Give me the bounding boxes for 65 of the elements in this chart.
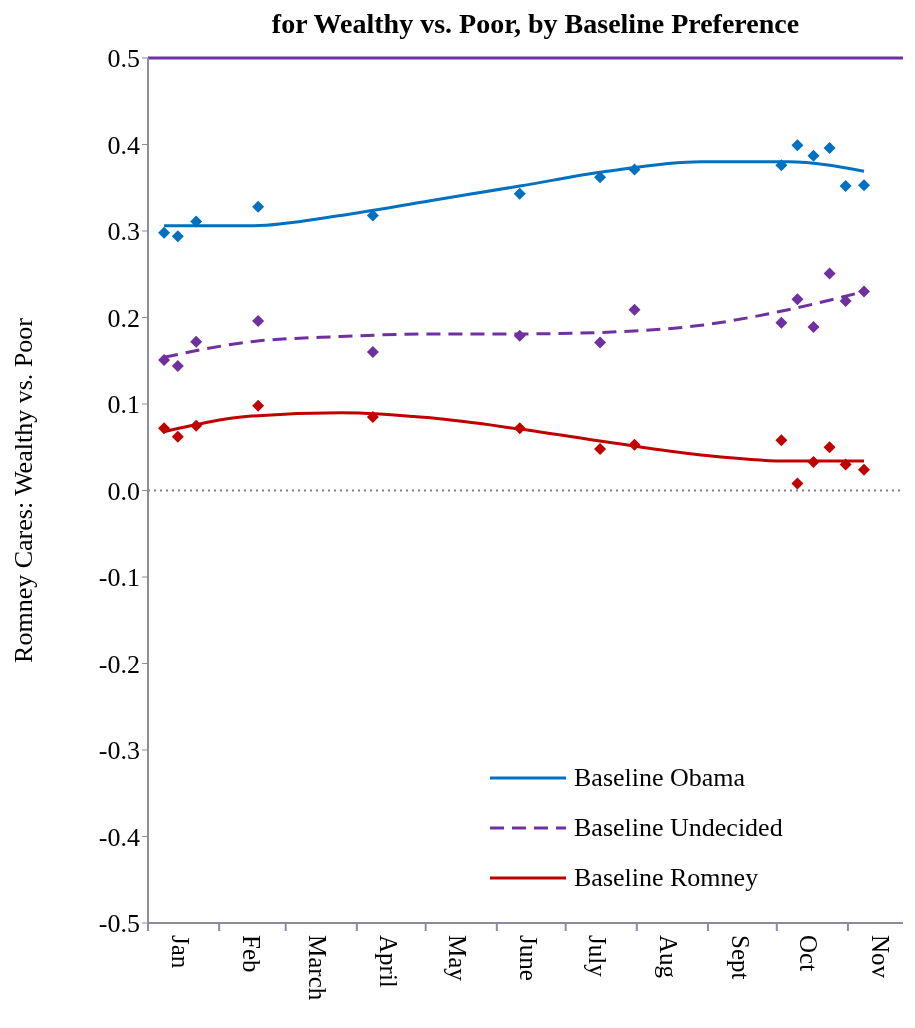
y-tick-label: 0.2	[107, 303, 140, 333]
point	[252, 399, 265, 412]
point	[171, 430, 184, 443]
point	[252, 200, 265, 213]
x-tick-label: April	[375, 935, 403, 988]
point	[628, 438, 641, 451]
point	[839, 180, 852, 193]
point	[807, 321, 820, 334]
x-tick-label: Jan	[166, 935, 194, 969]
y-tick-label: -0.4	[98, 822, 140, 852]
legend-label: Baseline Romney	[574, 863, 759, 893]
point	[513, 187, 526, 200]
point	[158, 353, 171, 366]
y-tick-label: 0.5	[107, 44, 140, 74]
point	[366, 410, 379, 423]
x-tick-label: Nov	[866, 935, 894, 979]
point	[171, 230, 184, 243]
point	[628, 163, 641, 176]
point	[190, 215, 203, 228]
point	[823, 141, 836, 154]
point	[807, 455, 820, 468]
x-tick-label: March	[304, 935, 332, 1001]
x-tick-label: Feb	[237, 935, 265, 973]
point	[190, 335, 203, 348]
point	[158, 226, 171, 239]
point	[775, 434, 788, 447]
point	[823, 441, 836, 454]
legend-label: Baseline Undecided	[574, 813, 783, 843]
point	[513, 329, 526, 342]
point	[857, 285, 870, 298]
point	[857, 179, 870, 192]
y-tick-label: -0.2	[98, 649, 140, 679]
point	[158, 422, 171, 435]
point	[823, 267, 836, 280]
x-tick-label: June	[515, 935, 543, 981]
y-tick-label: -0.1	[98, 563, 140, 593]
point	[252, 314, 265, 327]
y-tick-label: 0.3	[107, 217, 140, 247]
x-tick-label: July	[584, 935, 612, 978]
point	[791, 139, 804, 152]
point	[594, 336, 607, 349]
point	[791, 293, 804, 306]
point	[190, 419, 203, 432]
point	[807, 149, 820, 162]
point	[857, 463, 870, 476]
x-tick-label: Oct	[795, 935, 823, 972]
point	[628, 303, 641, 316]
point	[775, 159, 788, 172]
point	[775, 316, 788, 329]
y-tick-label: -0.5	[98, 909, 140, 939]
y-axis-title: Romney Cares: Wealthy vs. Poor	[9, 317, 39, 663]
x-tick-label: Sept	[726, 935, 754, 980]
y-tick-label: 0.0	[107, 476, 140, 506]
point	[791, 477, 804, 490]
point	[594, 442, 607, 455]
chart-title: for Wealthy vs. Poor, by Baseline Preference	[271, 8, 800, 39]
point	[366, 346, 379, 359]
point	[839, 458, 852, 471]
point	[171, 359, 184, 372]
y-tick-label: 0.4	[107, 130, 140, 160]
y-tick-label: -0.3	[98, 736, 140, 766]
y-tick-label: 0.1	[107, 390, 140, 420]
x-tick-label: Aug	[655, 935, 683, 979]
legend-label: Baseline Obama	[574, 763, 746, 793]
x-tick-label: May	[444, 935, 472, 982]
